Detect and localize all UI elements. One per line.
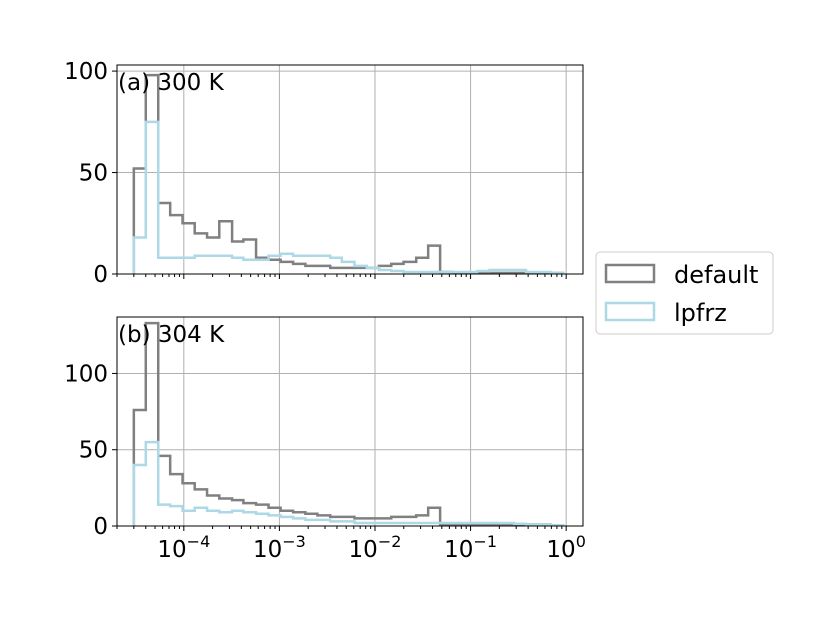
legend-swatch-default — [604, 263, 656, 284]
histogram-default — [132, 321, 565, 527]
panel-label: (b) 304 K — [118, 322, 225, 348]
legend-label-lpfrz: lpfrz — [674, 299, 727, 327]
x-tick-label: 10−4 — [157, 532, 210, 563]
x-tick-label: 10−1 — [444, 532, 497, 563]
legend-frame — [595, 251, 774, 335]
x-tick-label: 10−3 — [253, 532, 306, 563]
histogram-lpfrz — [132, 120, 565, 275]
histogram-lpfrz — [132, 440, 565, 527]
axes-frame — [116, 316, 584, 527]
x-tick-label: 10−2 — [349, 532, 402, 563]
legend-label-default: default — [674, 261, 758, 289]
panel-label: (a) 300 K — [118, 70, 225, 96]
legend: default lpfrz — [595, 251, 774, 335]
panel-a: 0 50 100 (a) 300 K — [64, 59, 584, 288]
y-tick-label: 0 — [93, 514, 108, 540]
panel-b: 0 50 100 10−4 10−3 10−2 10−1 100 (b) 304 K — [64, 316, 586, 563]
y-tick-label: 50 — [79, 161, 108, 187]
y-tick-label: 0 — [93, 262, 108, 288]
x-tick-label: 100 — [546, 532, 585, 563]
axes-frame — [116, 64, 584, 275]
y-tick-label: 100 — [64, 361, 108, 387]
y-tick-label: 100 — [64, 59, 108, 85]
legend-swatch-lpfrz — [604, 301, 656, 322]
histogram-default — [132, 73, 565, 275]
y-tick-label: 50 — [79, 438, 108, 464]
